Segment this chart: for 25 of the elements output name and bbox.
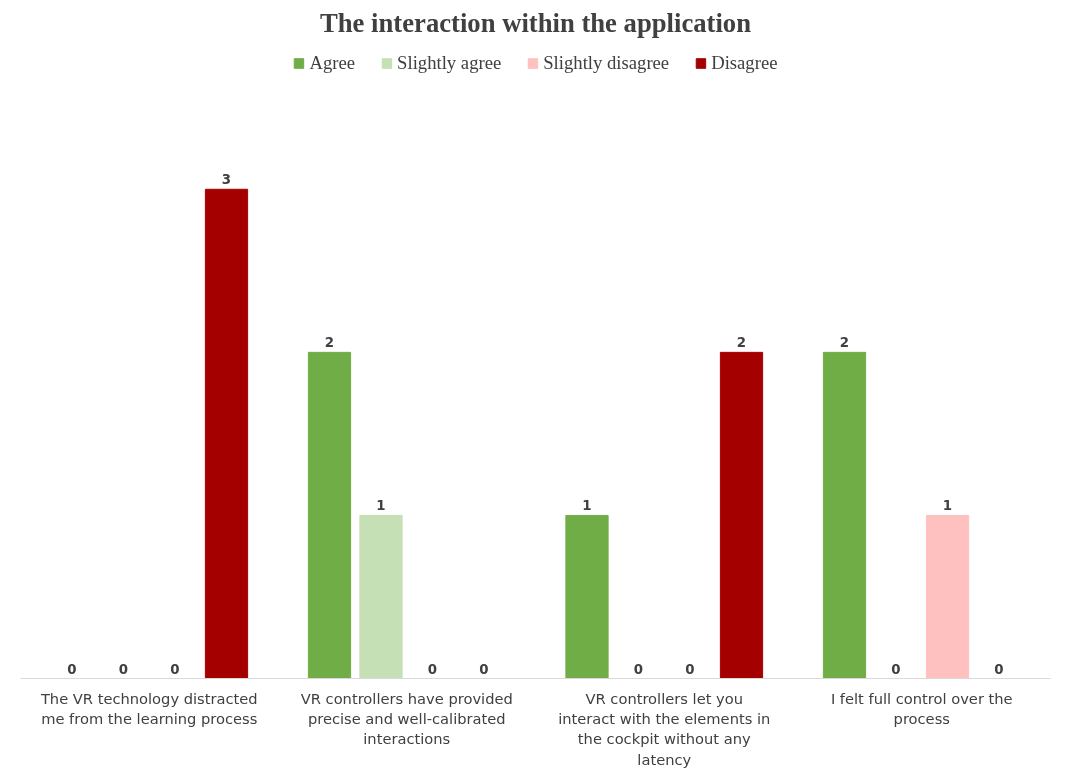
data-label: 3 bbox=[221, 172, 232, 188]
legend-label: Disagree bbox=[711, 52, 778, 74]
data-label: 1 bbox=[376, 498, 386, 514]
data-label: 2 bbox=[839, 335, 850, 351]
data-label: 1 bbox=[582, 498, 592, 514]
chart-title: The interaction within the application bbox=[320, 7, 752, 38]
legend-label: Slightly agree bbox=[397, 52, 502, 74]
x-tick-label: I felt full control over the process bbox=[830, 689, 1013, 727]
data-label: 0 bbox=[891, 661, 901, 677]
x-tick-label: VR controllers let you interact with the elements in the cockpit without any latency bbox=[558, 689, 771, 768]
data-label: 0 bbox=[427, 661, 438, 677]
data-label: 0 bbox=[67, 661, 77, 677]
data-label: 1 bbox=[942, 498, 953, 514]
data-label: 0 bbox=[479, 661, 489, 677]
data-label: 0 bbox=[685, 661, 695, 677]
data-label: 0 bbox=[170, 661, 180, 677]
data-label: 2 bbox=[736, 335, 747, 351]
x-tick-label: VR controllers have provided precise and well-calibrated interactions bbox=[300, 689, 513, 748]
data-label: 0 bbox=[994, 661, 1004, 677]
legend-label: Agree bbox=[309, 52, 356, 74]
data-label: 0 bbox=[118, 661, 129, 677]
data-label: 2 bbox=[324, 335, 335, 351]
x-tick-label: The VR technology distracted me from the learning process bbox=[39, 689, 258, 727]
data-label: 0 bbox=[633, 661, 644, 677]
legend-label: Slightly disagree bbox=[543, 52, 670, 74]
